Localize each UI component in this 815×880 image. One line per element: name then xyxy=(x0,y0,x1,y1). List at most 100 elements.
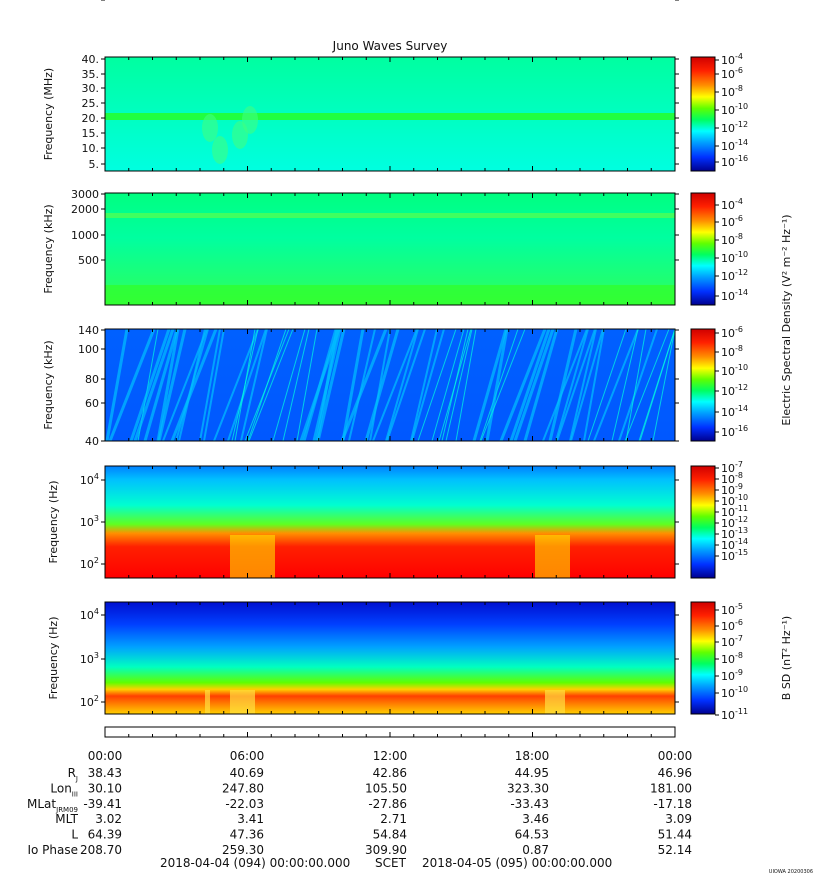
streak-4 xyxy=(593,328,639,442)
colorbar-tick-label: 10-5 xyxy=(721,602,743,617)
colorbar-tick-label: 10-4 xyxy=(721,52,743,67)
y-tick-label: 103 xyxy=(80,651,99,666)
ephem-value: 42.86 xyxy=(373,766,407,780)
colorbar-tick-label: 10-12 xyxy=(721,268,748,283)
y-tick-label: 102 xyxy=(80,694,99,709)
streak-66 xyxy=(445,328,473,442)
streak-43 xyxy=(386,328,426,442)
footer-start: 2018-04-04 (094) 00:00:00.000 xyxy=(160,856,350,870)
streak-62 xyxy=(472,328,508,442)
gap-5-2 xyxy=(545,690,565,714)
y-tick-label: 10. xyxy=(82,142,100,155)
streak-23 xyxy=(129,328,171,442)
ephem-row-label: MLT xyxy=(55,812,78,826)
ephemeris-table: RJ 38.43 40.69 42.86 44.95 46.96 LonIII 30.10 24… xyxy=(27,766,692,857)
colorbar-tick-label: 10-12 xyxy=(721,120,748,135)
ephem-value: -27.86 xyxy=(368,797,407,811)
streak-28 xyxy=(227,328,267,442)
streak-8 xyxy=(509,328,551,442)
ephem-value: 2.71 xyxy=(380,812,407,826)
streak-56 xyxy=(316,328,346,442)
colorbar-tick-label: 10-8 xyxy=(721,344,743,359)
streak-54 xyxy=(639,328,676,442)
colorbar-tick-label: 10-10 xyxy=(721,102,748,117)
streak-19 xyxy=(213,328,259,442)
streak-33 xyxy=(247,328,287,442)
ephem-value: 3.41 xyxy=(237,812,264,826)
colorbar-5 xyxy=(690,601,716,715)
colorbar-tick-label: 10-14 xyxy=(721,288,748,303)
streak-64 xyxy=(162,328,208,442)
streak-10 xyxy=(199,328,221,442)
ephem-row-label: RJ xyxy=(68,766,78,783)
colorbar-tick-label: 10-8 xyxy=(721,232,743,247)
colorbar-tick-label: 10-16 xyxy=(721,154,748,169)
streak-35 xyxy=(485,328,509,442)
y-axis-label: Frequency (kHz) xyxy=(42,204,55,293)
ephem-value: 44.95 xyxy=(515,766,549,780)
y-tick-label: 140 xyxy=(78,324,99,337)
time-label: 18:00 xyxy=(515,749,550,763)
colorbar-tick-label: 10-15 xyxy=(721,548,748,563)
streak-52 xyxy=(411,328,445,442)
ephem-row-label: L xyxy=(71,828,78,842)
colorbar-label-electric: Electric Spectral Density (V² m⁻² Hz⁻¹) xyxy=(780,214,793,425)
ephem-value: 40.69 xyxy=(230,766,264,780)
spectrogram-panels: Frequency (MHz) 40. 35.30. 25. 20. 15. 10. 5. Fr… xyxy=(42,0,679,715)
streak-29 xyxy=(340,328,388,442)
streak-55 xyxy=(203,328,225,442)
streak-49 xyxy=(542,328,588,442)
streak-53 xyxy=(513,328,555,442)
colorbar-tick-label: 10-14 xyxy=(721,138,748,153)
streak-61 xyxy=(348,328,376,442)
colorbar-tick-label: 10-10 xyxy=(721,685,748,700)
streak-31 xyxy=(569,328,597,442)
ephem-value: 323.30 xyxy=(507,781,549,795)
time-label: 00:00 xyxy=(88,749,123,763)
ephem-row-label: LonIII xyxy=(50,781,78,798)
y-tick-label: 25. xyxy=(82,97,100,110)
streak-47 xyxy=(302,328,338,442)
colorbar-tick-label: 10-8 xyxy=(721,84,743,99)
y-tick-label: 35. xyxy=(82,68,100,81)
time-label: 06:00 xyxy=(230,749,265,763)
ephem-value: 3.02 xyxy=(95,812,122,826)
streak-59 xyxy=(108,328,156,442)
streak-50 xyxy=(105,328,129,442)
gap-5-0 xyxy=(205,690,210,714)
ephem-value: 0.87 xyxy=(522,843,549,857)
streak-13 xyxy=(618,328,658,442)
ephem-value: -22.03 xyxy=(225,797,264,811)
streak-2 xyxy=(364,328,400,442)
colorbar-tick-label: 10-12 xyxy=(721,383,748,398)
y-tick-label: 104 xyxy=(80,607,99,622)
y-tick-label: 20 xyxy=(85,0,99,3)
colorbar-tick-label: 10-6 xyxy=(721,214,743,229)
ephem-value: 30.10 xyxy=(88,781,122,795)
ephem-value: -33.43 xyxy=(510,797,549,811)
streak-14 xyxy=(170,328,218,442)
colorbar-tick-label: 10-7 xyxy=(721,634,743,649)
streak-9 xyxy=(624,328,670,442)
y-tick-label: 2000 xyxy=(71,203,99,216)
colorbar-tick-label: 10-10 xyxy=(721,250,748,265)
y-axis-label: Frequency (MHz) xyxy=(42,68,55,160)
ephem-value: 46.96 xyxy=(658,766,692,780)
streak-58 xyxy=(556,328,596,442)
streak-6 xyxy=(282,328,310,442)
ephem-value: 309.90 xyxy=(365,843,407,857)
burst-3 xyxy=(212,136,228,164)
streak-45 xyxy=(625,328,647,442)
y-tick-label: 15. xyxy=(82,127,100,140)
streak-57 xyxy=(431,328,465,442)
colorbar-tick-label: 10-8 xyxy=(721,651,743,666)
burst-0 xyxy=(202,114,218,142)
streak-48 xyxy=(417,328,457,442)
colorbar-tick-label: 10-4 xyxy=(721,197,743,212)
streak-34 xyxy=(372,328,418,442)
y-axis-label: Frequency (kHz) xyxy=(42,340,55,429)
colorbar-tick-label: 10-16 xyxy=(721,424,748,439)
time-axis: 00:00 06:00 12:00 18:00 00:00 xyxy=(88,726,692,763)
streak-67 xyxy=(570,328,604,442)
